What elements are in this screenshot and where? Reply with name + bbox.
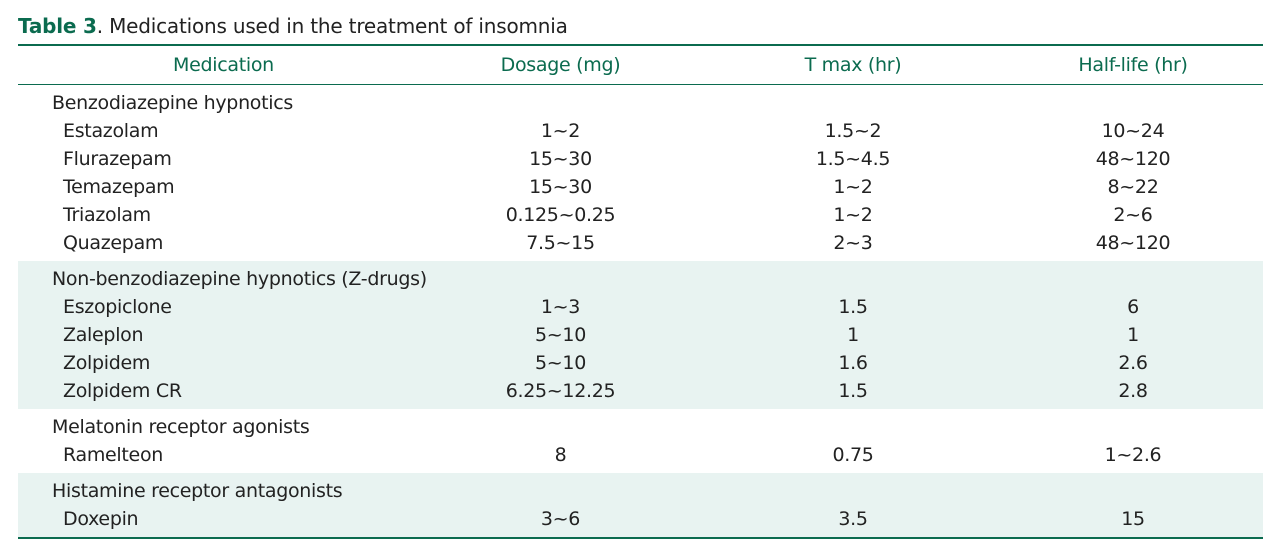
category-label: Melatonin receptor agonists [52, 416, 310, 438]
cell-medication: Eszopiclone [18, 293, 418, 321]
table-row: Quazepam 7.5~15 2~3 48~120 [18, 229, 1263, 261]
cell-dosage: 6.25~12.25 [418, 377, 703, 409]
cell-halflife: 8~22 [1107, 176, 1159, 198]
category-row: Histamine receptor antagonists [18, 473, 1263, 505]
cell-medication: Zolpidem CR [18, 377, 418, 409]
cell-dosage: 1~3 [418, 293, 703, 321]
cell-dosage: 7.5~15 [526, 232, 595, 254]
cell-tmax: 0.75 [832, 444, 874, 466]
cell-tmax: 1.5~4.5 [815, 148, 891, 170]
cell-medication: Doxepin [18, 505, 418, 539]
category-row: Melatonin receptor agonists [18, 409, 1263, 441]
cell-dosage: 1~2 [540, 120, 581, 142]
table-row: Flurazepam 15~30 1.5~4.5 48~120 [18, 145, 1263, 173]
table-row: Ramelteon 8 0.75 1~2.6 [18, 441, 1263, 473]
category-row: Non-benzodiazepine hypnotics (Z-drugs) [18, 261, 1263, 293]
table-row: Zaleplon 5~10 1 1 [18, 321, 1263, 349]
table-row: Doxepin 3~6 3.5 15 [18, 505, 1263, 539]
header-row: Medication Dosage (mg) T max (hr) Half-l… [18, 45, 1263, 85]
table-caption-label: Table 3 [18, 14, 97, 38]
cell-medication: Zaleplon [18, 321, 418, 349]
cell-medication: Quazepam [63, 232, 164, 254]
cell-tmax: 1~2 [833, 204, 873, 226]
medications-table: Medication Dosage (mg) T max (hr) Half-l… [18, 44, 1263, 539]
cell-halflife: 2~6 [1113, 204, 1153, 226]
cell-tmax: 1 [703, 321, 1003, 349]
cell-tmax: 1.5~2 [824, 120, 882, 142]
cell-halflife: 10~24 [1101, 120, 1165, 142]
table-row: Estazolam 1~2 1.5~2 10~24 [18, 117, 1263, 145]
cell-halflife: 2.8 [1003, 377, 1263, 409]
cell-dosage: 15~30 [529, 148, 592, 170]
table-row: Zolpidem 5~10 1.6 2.6 [18, 349, 1263, 377]
cell-halflife: 15 [1003, 505, 1263, 539]
cell-tmax: 3.5 [703, 505, 1003, 539]
cell-dosage: 5~10 [418, 349, 703, 377]
group-non-benzodiazepine: Non-benzodiazepine hypnotics (Z-drugs) E… [18, 261, 1263, 409]
header-halflife: Half-life (hr) [1078, 54, 1188, 76]
table-caption-text: . Medications used in the treatment of i… [96, 14, 568, 38]
cell-tmax: 1.6 [703, 349, 1003, 377]
header-medication: Medication [173, 54, 274, 76]
cell-halflife: 48~120 [1095, 148, 1171, 170]
cell-halflife: 6 [1003, 293, 1263, 321]
category-row: Benzodiazepine hypnotics [18, 85, 1263, 118]
cell-dosage: 15~30 [529, 176, 592, 198]
cell-tmax: 1~2 [833, 176, 873, 198]
cell-dosage: 5~10 [418, 321, 703, 349]
table-row: Zolpidem CR 6.25~12.25 1.5 2.8 [18, 377, 1263, 409]
cell-medication: Temazepam [63, 176, 175, 198]
table-row: Triazolam 0.125~0.25 1~2 2~6 [18, 201, 1263, 229]
category-label: Non-benzodiazepine hypnotics (Z-drugs) [18, 261, 1263, 293]
category-label: Benzodiazepine hypnotics [52, 92, 294, 114]
header-dosage: Dosage (mg) [500, 54, 621, 76]
cell-medication: Triazolam [63, 204, 151, 226]
cell-dosage: 3~6 [418, 505, 703, 539]
cell-halflife: 48~120 [1095, 232, 1171, 254]
category-label: Histamine receptor antagonists [18, 473, 1263, 505]
cell-halflife: 1~2.6 [1104, 444, 1162, 466]
cell-halflife: 1 [1003, 321, 1263, 349]
table-container: Medication Dosage (mg) T max (hr) Half-l… [18, 44, 1263, 539]
group-benzodiazepine: Benzodiazepine hypnotics Estazolam 1~2 1… [18, 85, 1263, 262]
header-tmax: T max (hr) [804, 54, 902, 76]
cell-medication: Zolpidem [18, 349, 418, 377]
group-histamine: Histamine receptor antagonists Doxepin 3… [18, 473, 1263, 539]
cell-medication: Ramelteon [63, 444, 164, 466]
cell-tmax: 1.5 [703, 377, 1003, 409]
cell-dosage: 0.125~0.25 [505, 204, 616, 226]
cell-medication: Flurazepam [63, 148, 172, 170]
cell-dosage: 8 [554, 444, 567, 466]
group-melatonin: Melatonin receptor agonists Ramelteon 8 … [18, 409, 1263, 473]
cell-tmax: 1.5 [703, 293, 1003, 321]
table-caption: Table 3. Medications used in the treatme… [18, 12, 568, 40]
table-row: Eszopiclone 1~3 1.5 6 [18, 293, 1263, 321]
table-row: Temazepam 15~30 1~2 8~22 [18, 173, 1263, 201]
cell-tmax: 2~3 [833, 232, 873, 254]
table-header: Medication Dosage (mg) T max (hr) Half-l… [18, 45, 1263, 85]
cell-halflife: 2.6 [1003, 349, 1263, 377]
cell-medication: Estazolam [63, 120, 159, 142]
